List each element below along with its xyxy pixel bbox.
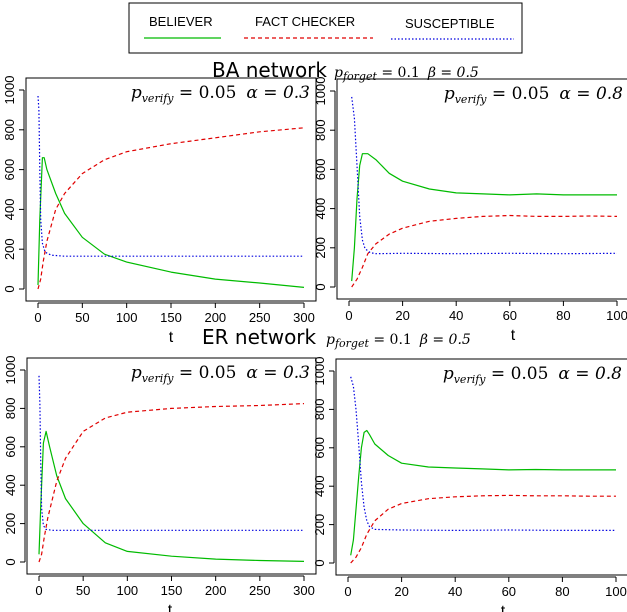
x-tick-label: 100	[116, 310, 138, 325]
x-axis-label: t	[169, 329, 174, 346]
x-tick-label: 60	[502, 584, 516, 599]
x-tick-label: 200	[205, 583, 227, 598]
x-tick-label: 250	[249, 583, 271, 598]
x-tick-label: 200	[204, 310, 226, 325]
x-tick-label: 150	[161, 583, 183, 598]
series-line-believer	[37, 157, 305, 288]
panel-annotation: pverify = 0.05 α = 0.8	[443, 364, 622, 386]
x-tick-label: 40	[449, 308, 463, 323]
y-tick-label: 800	[313, 119, 328, 141]
section-title-er: ER network pforget = 0.1 β = 0.5	[202, 325, 471, 350]
y-tick-label: 800	[2, 119, 17, 141]
y-tick-label: 600	[312, 437, 327, 459]
section-name: ER network	[202, 325, 317, 349]
series-line-believer	[351, 153, 617, 282]
y-tick-label: 1000	[312, 357, 327, 386]
x-tick-label: 20	[394, 584, 408, 599]
y-tick-label: 200	[2, 238, 17, 260]
legend-box	[128, 2, 523, 54]
y-tick-label: 200	[312, 514, 327, 536]
y-tick-label: 800	[312, 399, 327, 421]
x-tick-label: 0	[345, 308, 352, 323]
x-tick-label: 60	[503, 308, 517, 323]
y-tick-label: 1000	[2, 76, 17, 105]
y-tick-label: 0	[312, 559, 327, 566]
y-tick-label: 1000	[313, 77, 328, 106]
series-line-fact-checker	[350, 494, 616, 564]
series-line-susceptible	[38, 375, 304, 531]
section-params: pforget = 0.1 β = 0.5	[334, 65, 479, 83]
x-axis-label: t	[501, 603, 506, 612]
x-axis-label: t	[168, 602, 173, 612]
x-tick-label: 20	[395, 308, 409, 323]
x-tick-label: 0	[35, 583, 42, 598]
plot-frame	[26, 357, 317, 575]
y-tick-label: 0	[3, 558, 18, 565]
x-tick-label: 300	[293, 310, 315, 325]
plot-frame	[336, 78, 627, 300]
x-tick-label: 150	[160, 310, 182, 325]
x-tick-label: 100	[605, 584, 627, 599]
x-tick-label: 0	[34, 310, 41, 325]
chart-panel-1: 0 50 100 150 200 250 300 0 200 400 600 800 1000 t pver…	[2, 76, 317, 346]
legend: BELIEVER FACT CHECKER SUSCEPTIBLE	[128, 2, 523, 54]
legend-label-fact-checker: FACT CHECKER	[255, 14, 355, 29]
panel-annotation: pverify = 0.05 α = 0.8	[444, 84, 623, 106]
y-tick-label: 1000	[3, 356, 18, 385]
legend-label-believer: BELIEVER	[149, 14, 213, 29]
y-tick-label: 0	[2, 285, 17, 292]
series-line-fact-checker	[351, 214, 618, 288]
y-tick-label: 0	[313, 283, 328, 290]
x-tick-label: 50	[75, 310, 89, 325]
y-tick-label: 400	[312, 475, 327, 497]
panel-annotation: pverify = 0.05 α = 0.3	[131, 83, 310, 105]
y-tick-label: 400	[3, 474, 18, 496]
x-tick-label: 50	[76, 583, 90, 598]
plot-frame	[25, 77, 317, 302]
panels: 0 50 100 150 200 250 30002004006008001000tpver…	[2, 76, 627, 612]
series-line-believer	[38, 430, 305, 562]
chart-panel-3: 0 50 100 150 200 250 300 0 200 400 600 800 1000 t pver…	[3, 356, 317, 612]
x-tick-label: 80	[556, 308, 570, 323]
y-tick-label: 400	[2, 199, 17, 221]
section-params: pforget = 0.1 β = 0.5	[326, 332, 471, 350]
y-tick-label: 600	[313, 159, 328, 181]
series-line-susceptible	[37, 95, 304, 257]
y-tick-label: 600	[2, 159, 17, 181]
x-tick-label: 0	[344, 584, 351, 599]
y-tick-label: 600	[3, 436, 18, 458]
y-tick-label: 200	[3, 513, 18, 535]
x-tick-label: 300	[293, 583, 315, 598]
y-tick-label: 800	[3, 398, 18, 420]
y-tick-label: 400	[313, 198, 328, 220]
series-line-susceptible	[351, 96, 618, 255]
x-axis-label: t	[511, 327, 516, 344]
y-tick-label: 200	[313, 237, 328, 259]
panel-annotation: pverify = 0.05 α = 0.3	[131, 363, 310, 385]
series-line-fact-checker	[38, 403, 305, 563]
series-line-susceptible	[350, 376, 616, 532]
x-tick-label: 80	[555, 584, 569, 599]
x-tick-label: 100	[606, 308, 627, 323]
x-tick-label: 250	[249, 310, 271, 325]
plot-frame	[335, 358, 627, 576]
series-line-fact-checker	[37, 127, 305, 290]
legend-label-susceptible: SUSCEPTIBLE	[405, 16, 495, 31]
series-line-believer	[350, 429, 616, 556]
x-tick-label: 100	[116, 583, 138, 598]
x-tick-label: 40	[448, 584, 462, 599]
